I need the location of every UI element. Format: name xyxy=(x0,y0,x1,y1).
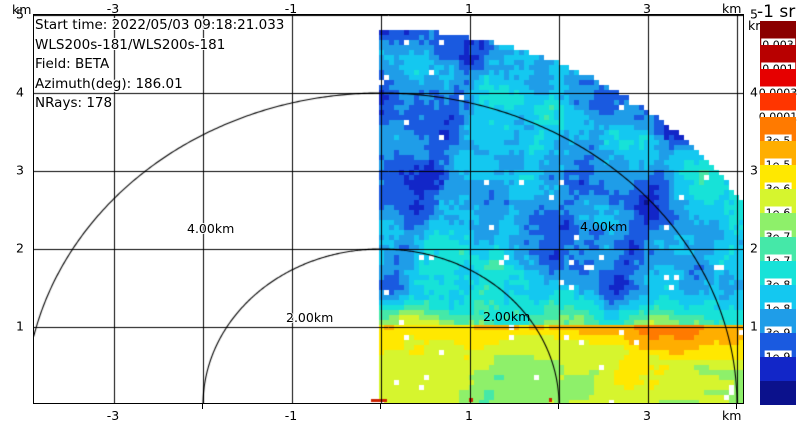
x-axis-unit-top: km xyxy=(722,1,742,16)
scan-info-box: Start time: 2022/05/03 09:18:21.033 WLS2… xyxy=(35,16,284,114)
y-tick-left-5: 5 xyxy=(16,6,24,22)
ring-label-2km-left: 2.00km xyxy=(286,310,334,325)
colorbar-segment-7: 1e-6 xyxy=(760,189,796,220)
x-tick-bottom--3: -3 xyxy=(106,408,120,423)
plot-area[interactable] xyxy=(33,14,744,404)
ring-label-4km-left: 4.00km xyxy=(187,221,235,236)
x-tick-top--1: -1 xyxy=(284,1,298,16)
y-axis-unit-top: km xyxy=(12,2,32,17)
colorbar-segment-4: 3e-5 xyxy=(760,117,796,148)
x-axis-unit-bottom: km xyxy=(722,408,742,423)
colorbar-segment-9: 1e-7 xyxy=(760,237,796,268)
y-tick-right-3: 3 xyxy=(750,162,758,178)
range-ring-arcs xyxy=(34,15,743,403)
colorbar-segment-14 xyxy=(760,357,796,381)
colorbar[interactable]: 0.0030.0010.00030.00013e-51e-53e-61e-63e… xyxy=(757,21,799,405)
info-start-time: Start time: 2022/05/03 09:18:21.033 xyxy=(35,17,285,33)
y-tick-left-2: 2 xyxy=(16,240,24,256)
colorbar-segment-10: 3e-8 xyxy=(760,261,796,292)
colorbar-segment-1: 0.001 xyxy=(760,45,796,76)
y-tick-left-4: 4 xyxy=(16,84,24,100)
info-field: Field: BETA xyxy=(35,56,110,72)
x-tick-top-1: 1 xyxy=(465,1,473,16)
y-tick-left-1: 1 xyxy=(16,318,24,334)
y-tick-right-4: 4 xyxy=(750,84,758,100)
colorbar-segment-12: 3e-9 xyxy=(760,309,796,340)
colorbar-segment-6: 3e-6 xyxy=(760,165,796,196)
colorbar-segment-11: 1e-8 xyxy=(760,285,796,316)
x-tick-bottom--1: -1 xyxy=(284,408,298,423)
x-tickmark-2 xyxy=(558,404,559,409)
colorbar-segment-0: 0.003 xyxy=(760,21,796,52)
info-azimuth: Azimuth(deg): 186.01 xyxy=(35,75,183,92)
y-tick-left-3: 3 xyxy=(16,162,24,178)
colorbar-segment-15 xyxy=(760,381,796,405)
x-tickmark--2 xyxy=(202,404,203,409)
x-tick-bottom-3: 3 xyxy=(643,408,651,423)
colorbar-segment-13: 1e-9 xyxy=(760,333,796,364)
x-tick-top--3: -3 xyxy=(106,1,120,16)
colorbar-segment-3: 0.0001 xyxy=(757,93,799,124)
y-tick-right-2: 2 xyxy=(750,240,758,256)
info-nrays: NRays: 178 xyxy=(35,95,113,111)
ring-label-2km-right: 2.00km xyxy=(483,309,531,324)
colorbar-segment-5: 1e-5 xyxy=(760,141,796,172)
colorbar-title: -1 sr xyxy=(757,2,796,22)
ring-label-4km-right: 4.00km xyxy=(580,219,628,234)
info-instrument: WLS200s-181/WLS200s-181 xyxy=(35,36,226,53)
x-tickmark-0 xyxy=(380,404,381,409)
y-tick-right-5: 5 xyxy=(750,6,758,22)
colorbar-segment-8: 3e-7 xyxy=(760,213,796,244)
x-tick-bottom-1: 1 xyxy=(465,408,473,423)
x-tickmark-4 xyxy=(736,404,737,409)
y-tick-right-1: 1 xyxy=(750,318,758,334)
x-tick-top-3: 3 xyxy=(643,1,651,16)
colorbar-segment-2: 0.0003 xyxy=(757,69,799,100)
